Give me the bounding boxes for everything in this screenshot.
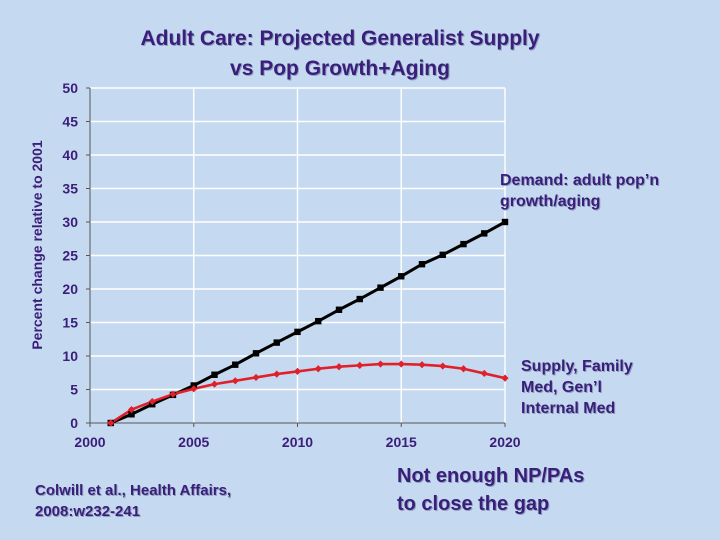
supply-point-2020: [501, 374, 509, 382]
demand-annotation-line-1: Demand: adult pop’n: [500, 172, 660, 189]
demand-point-2012: [335, 306, 343, 313]
y-tick-label-25: 25: [62, 248, 78, 264]
x-tick-label-2015: 2015: [386, 434, 417, 450]
demand-point-2002: [128, 411, 135, 418]
x-tick-label-2020: 2020: [489, 434, 520, 450]
citation-line-1: Colwill et al., Health Affairs,: [35, 482, 232, 499]
grid: [90, 87, 506, 423]
supply-point-2008: [252, 373, 260, 382]
demand-point-2009: [273, 339, 280, 346]
supply-point-2014: [376, 360, 385, 368]
citation: Colwill et al., Health Affairs, 2008:w23…: [35, 480, 295, 522]
demand-point-2008: [252, 350, 260, 357]
x-tick-label-2005: 2005: [178, 434, 209, 450]
x-tick-label-2000: 2000: [74, 434, 105, 450]
demand-point-2018: [460, 240, 467, 248]
supply-point-2012: [335, 363, 343, 371]
demand-point-2011: [315, 317, 322, 325]
x-tick-labels: 2000 2005 2010 2015 2020: [74, 434, 520, 450]
demand-point-2007: [232, 361, 239, 368]
supply-point-2019: [480, 369, 488, 378]
gap-callout: Not enough NP/PAs to close the gap: [397, 462, 677, 518]
supply-point-2007: [231, 377, 239, 385]
y-tick-label-40: 40: [62, 147, 78, 163]
series-lines: [110, 220, 506, 425]
supply-point-2015: [397, 360, 405, 368]
supply-point-2011: [314, 365, 322, 373]
supply-point-2009: [273, 370, 281, 378]
supply-point-2016: [418, 361, 426, 369]
y-tick-label-20: 20: [62, 281, 78, 297]
y-tick-label-10: 10: [62, 348, 78, 364]
axes: [86, 87, 506, 427]
demand-point-2017: [439, 251, 446, 259]
demand-point-2015: [398, 273, 405, 280]
y-tick-label-35: 35: [62, 181, 78, 197]
supply-point-2003: [148, 397, 156, 406]
demand-point-2019: [481, 230, 488, 237]
demand-point-2010: [294, 328, 301, 336]
demand-point-2013: [356, 295, 363, 303]
y-tick-label-50: 50: [62, 80, 78, 96]
demand-point-2016: [418, 261, 426, 268]
supply-point-2018: [459, 365, 468, 373]
series-markers: [107, 218, 509, 427]
supply-annotation: Supply, Family Med, Gen’l Internal Med: [521, 356, 681, 419]
demand-point-2014: [377, 284, 384, 291]
demand-point-2020: [501, 218, 509, 226]
supply-point-2005: [190, 385, 198, 393]
supply-annotation-line-1: Supply, Family: [521, 358, 633, 375]
supply-point-2013: [356, 361, 364, 369]
chart-title-line-1: Adult Care: Projected Generalist Supply: [140, 27, 540, 50]
demand-annotation: Demand: adult pop’n growth/aging: [500, 170, 690, 212]
y-tick-label-0: 0: [70, 415, 78, 431]
supply-point-2010: [293, 367, 302, 376]
chart-title-line-2: vs Pop Growth+Aging: [230, 57, 450, 80]
supply-point-2006: [210, 380, 219, 388]
demand-annotation-line-2: growth/aging: [500, 193, 601, 210]
supply-annotation-line-2: Med, Gen’l: [521, 379, 602, 396]
y-tick-label-30: 30: [62, 214, 78, 230]
y-tick-label-5: 5: [70, 382, 78, 398]
citation-line-2: 2008:w232-241: [35, 503, 141, 520]
gap-callout-line-2: to close the gap: [397, 493, 550, 515]
demand-point-2006: [211, 371, 218, 378]
supply-point-2017: [439, 362, 447, 370]
y-tick-label-45: 45: [62, 114, 78, 130]
gap-callout-line-1: Not enough NP/PAs: [397, 465, 585, 487]
x-tick-label-2010: 2010: [282, 434, 313, 450]
y-tick-labels: 0 5 10 15 20 25 30 35 40 45 50: [62, 80, 78, 431]
y-tick-label-15: 15: [62, 315, 78, 331]
supply-point-2002: [127, 406, 136, 414]
chart-title: Adult Care: Projected Generalist Supply …: [90, 24, 590, 84]
supply-point-2004: [169, 390, 177, 398]
supply-point-2001: [107, 419, 115, 427]
supply-line: [110, 362, 506, 425]
supply-annotation-line-3: Internal Med: [521, 400, 616, 417]
